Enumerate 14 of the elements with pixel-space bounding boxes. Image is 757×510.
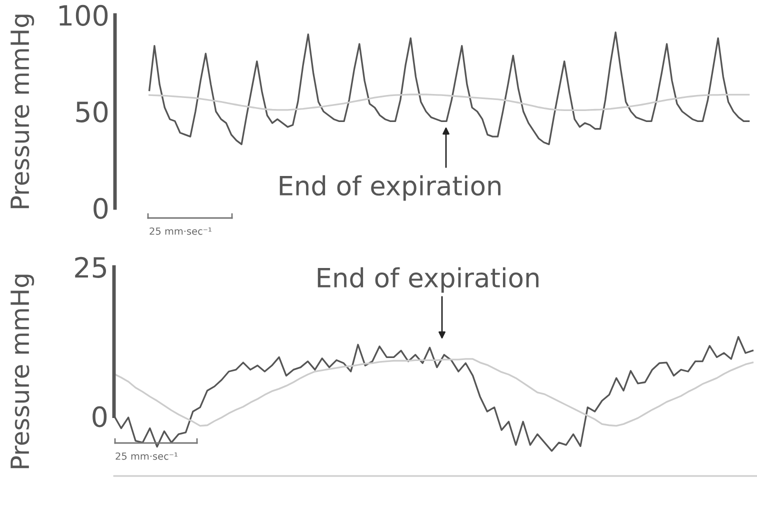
line-series [148,32,750,146]
y-tick-label: 100 [59,4,108,26]
y-axis-title: Pressure mmHg [10,274,34,468]
text: 25 mm·sec⁻¹ [150,227,212,235]
y-axis-title: Pressure mmHg [10,14,34,208]
line-series [148,94,750,111]
y-tick-label: 0 [94,198,108,219]
line-series [114,358,754,427]
y-tick-label: 25 [75,256,106,278]
y-tick-label: 50 [76,101,108,122]
annotation: End of expiration [318,267,538,293]
annotation: End of expiration [280,175,500,201]
annotation: 25 mm·sec⁻¹ [116,452,178,460]
y-tick-label: 0 [92,406,107,428]
